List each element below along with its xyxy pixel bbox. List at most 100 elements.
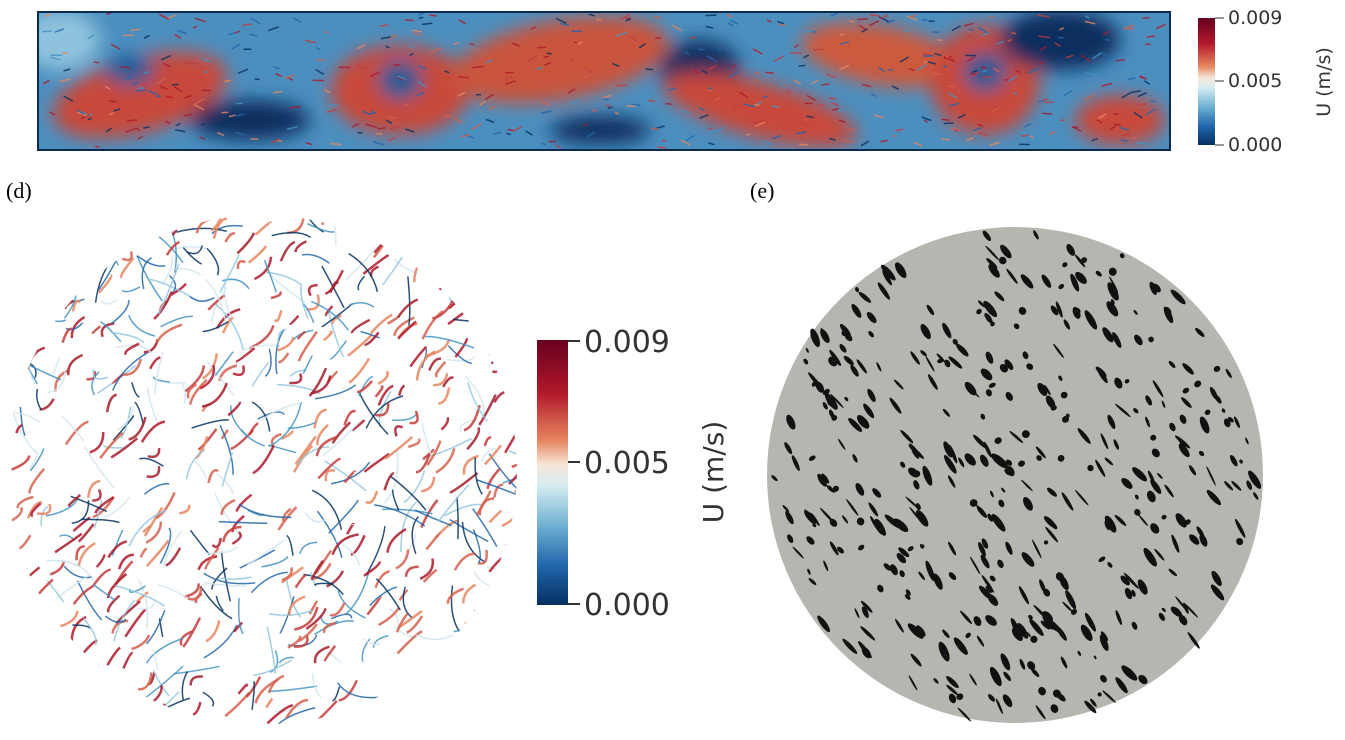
streamline (374, 229, 396, 253)
streamline (286, 700, 308, 718)
streamline (223, 318, 233, 333)
streamline (148, 387, 158, 422)
streamline (515, 470, 529, 492)
streamline (489, 553, 513, 572)
streamline (509, 456, 527, 484)
streamline (374, 636, 389, 648)
streak (944, 123, 954, 124)
streak (468, 140, 478, 141)
streamline (146, 698, 190, 718)
streak (172, 84, 179, 85)
streamline (157, 325, 182, 343)
streak (537, 47, 546, 48)
streamline (271, 292, 281, 298)
streamline (239, 598, 243, 634)
streamline (349, 359, 369, 383)
streamline (202, 383, 227, 406)
streak (763, 96, 768, 97)
streamline (0, 412, 40, 423)
streamline (144, 484, 169, 495)
streak (127, 120, 137, 121)
streamline (457, 497, 458, 539)
streamline (473, 642, 488, 657)
streak (941, 139, 950, 140)
streamline (481, 623, 494, 664)
streak (799, 144, 808, 145)
streamline (250, 424, 259, 435)
streamline (513, 325, 533, 334)
streak (1004, 79, 1008, 80)
streamline (477, 585, 494, 609)
colorbar-tick-label: 0.009 (1228, 7, 1282, 29)
flow-region (1000, 10, 1120, 70)
streamline (92, 570, 110, 587)
streamline (441, 417, 448, 429)
streamline (422, 423, 431, 454)
streak (42, 31, 52, 32)
streamline (460, 245, 470, 260)
streamline (102, 323, 114, 336)
streamline (437, 705, 455, 718)
streamline (265, 269, 306, 304)
streamline (481, 233, 516, 275)
streamline (414, 218, 424, 230)
streamline (183, 248, 201, 265)
streamline (474, 571, 498, 590)
streak (945, 56, 949, 57)
streamline (326, 470, 335, 481)
streamline (496, 691, 516, 718)
streamline (193, 702, 200, 714)
streamline (487, 567, 521, 594)
streak (1044, 102, 1053, 103)
streamline (473, 223, 491, 245)
streamline (213, 724, 226, 740)
streak (221, 112, 228, 113)
streak (1143, 18, 1150, 19)
streamline (300, 542, 317, 553)
streamline (448, 305, 473, 324)
streamline (12, 456, 30, 470)
streamline (393, 490, 399, 511)
flow-region (963, 52, 1007, 92)
streamline (376, 387, 383, 397)
streamline (192, 420, 229, 428)
streamline (477, 310, 508, 338)
streamline (396, 549, 408, 568)
streamline (470, 621, 513, 656)
streamline (65, 654, 80, 674)
streamline (61, 195, 77, 216)
streamline (480, 230, 492, 240)
streamline (111, 300, 129, 324)
streamline (168, 383, 186, 384)
streamline (13, 627, 28, 638)
streamline (142, 422, 165, 442)
streak (707, 90, 712, 91)
streamline (31, 702, 52, 729)
streamline (509, 357, 517, 370)
streak (648, 101, 655, 102)
streamline (123, 359, 141, 375)
streamline (228, 402, 240, 416)
streamline (61, 657, 70, 683)
streamline (232, 532, 240, 544)
streamline (432, 244, 448, 260)
streamline (252, 363, 268, 387)
streamline (309, 285, 317, 295)
streamline (427, 223, 444, 247)
streamline (324, 332, 332, 341)
streamline (450, 221, 466, 251)
streak (592, 110, 597, 111)
streamline (348, 335, 372, 356)
streak (754, 105, 760, 106)
streamline (378, 371, 388, 384)
colorbar-tick-label: 0.005 (584, 446, 670, 481)
streamline (220, 255, 239, 293)
streamline (176, 228, 226, 232)
streamline (96, 219, 119, 266)
streamline (414, 257, 433, 282)
streamline (468, 648, 493, 653)
streak (393, 65, 400, 66)
streak (922, 20, 927, 21)
streamline (12, 221, 40, 229)
streamline (451, 689, 459, 722)
